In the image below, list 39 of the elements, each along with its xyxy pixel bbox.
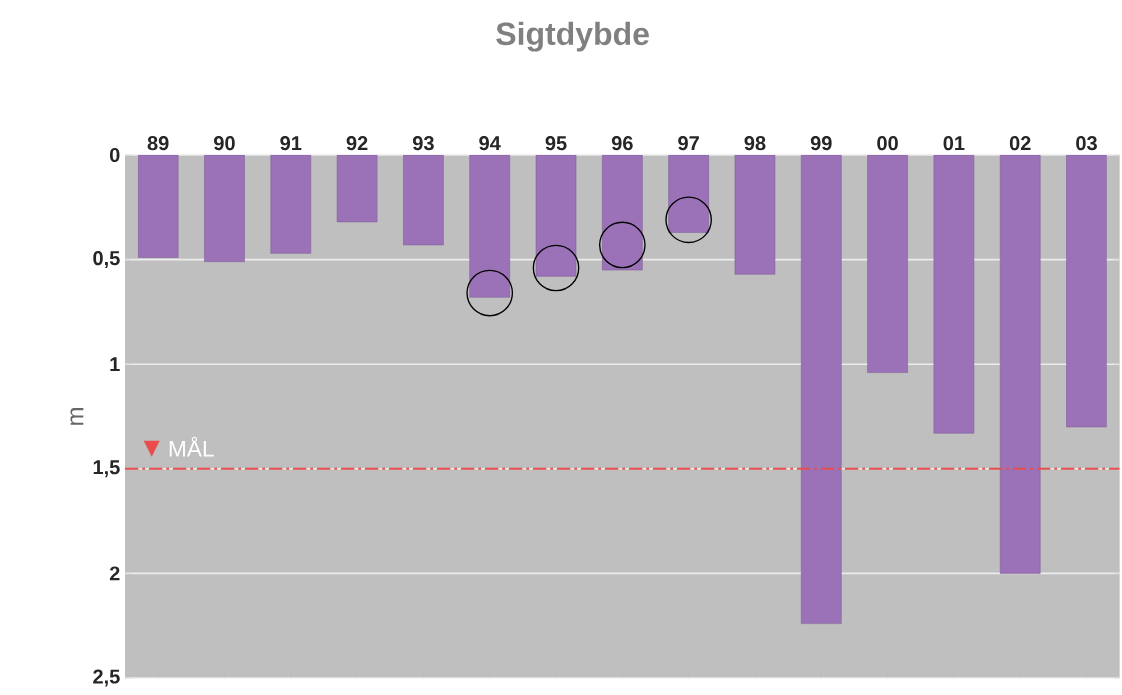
x-tick-label: 89 <box>147 136 169 151</box>
x-tick-label: 90 <box>214 136 235 151</box>
x-tick-label: 93 <box>412 136 434 151</box>
bar <box>270 154 311 254</box>
bar <box>536 154 577 277</box>
bar <box>469 154 510 298</box>
bar <box>204 154 245 262</box>
bar <box>138 154 179 258</box>
bar <box>867 154 908 373</box>
x-tick-label: 03 <box>1076 136 1097 151</box>
x-tick-label: 01 <box>943 136 965 151</box>
y-tick-label: 1 <box>110 357 120 372</box>
y-tick-label: 1,5 <box>93 460 120 478</box>
x-tick-label: 00 <box>877 136 898 151</box>
y-tick-label: 2 <box>109 566 120 581</box>
x-tick-label: 99 <box>810 136 832 151</box>
x-tick-label: 92 <box>346 136 368 151</box>
x-tick-label: 96 <box>611 136 633 151</box>
y-axis-title: m <box>70 408 84 425</box>
y-tick-label: 0,5 <box>93 251 120 269</box>
x-tick-label: 95 <box>545 136 567 151</box>
x-tick-label: 98 <box>744 136 766 151</box>
x-tick-label: 02 <box>1009 136 1031 151</box>
bar <box>734 154 775 275</box>
legend-label: MÅL <box>169 436 214 457</box>
x-tick-label: 97 <box>678 136 699 151</box>
bar <box>1000 154 1041 574</box>
bar <box>668 154 709 233</box>
y-tick-label: 2,5 <box>93 669 120 687</box>
bar <box>1066 154 1107 428</box>
bar <box>403 154 444 245</box>
bar <box>801 154 842 624</box>
x-tick-label: 94 <box>479 136 501 151</box>
bar <box>602 154 643 271</box>
chart-title: Sigtdybde <box>496 21 649 52</box>
bar <box>933 154 974 434</box>
x-tick-label: 91 <box>280 136 302 151</box>
y-tick-label: 0 <box>109 147 120 163</box>
bar <box>337 154 378 222</box>
